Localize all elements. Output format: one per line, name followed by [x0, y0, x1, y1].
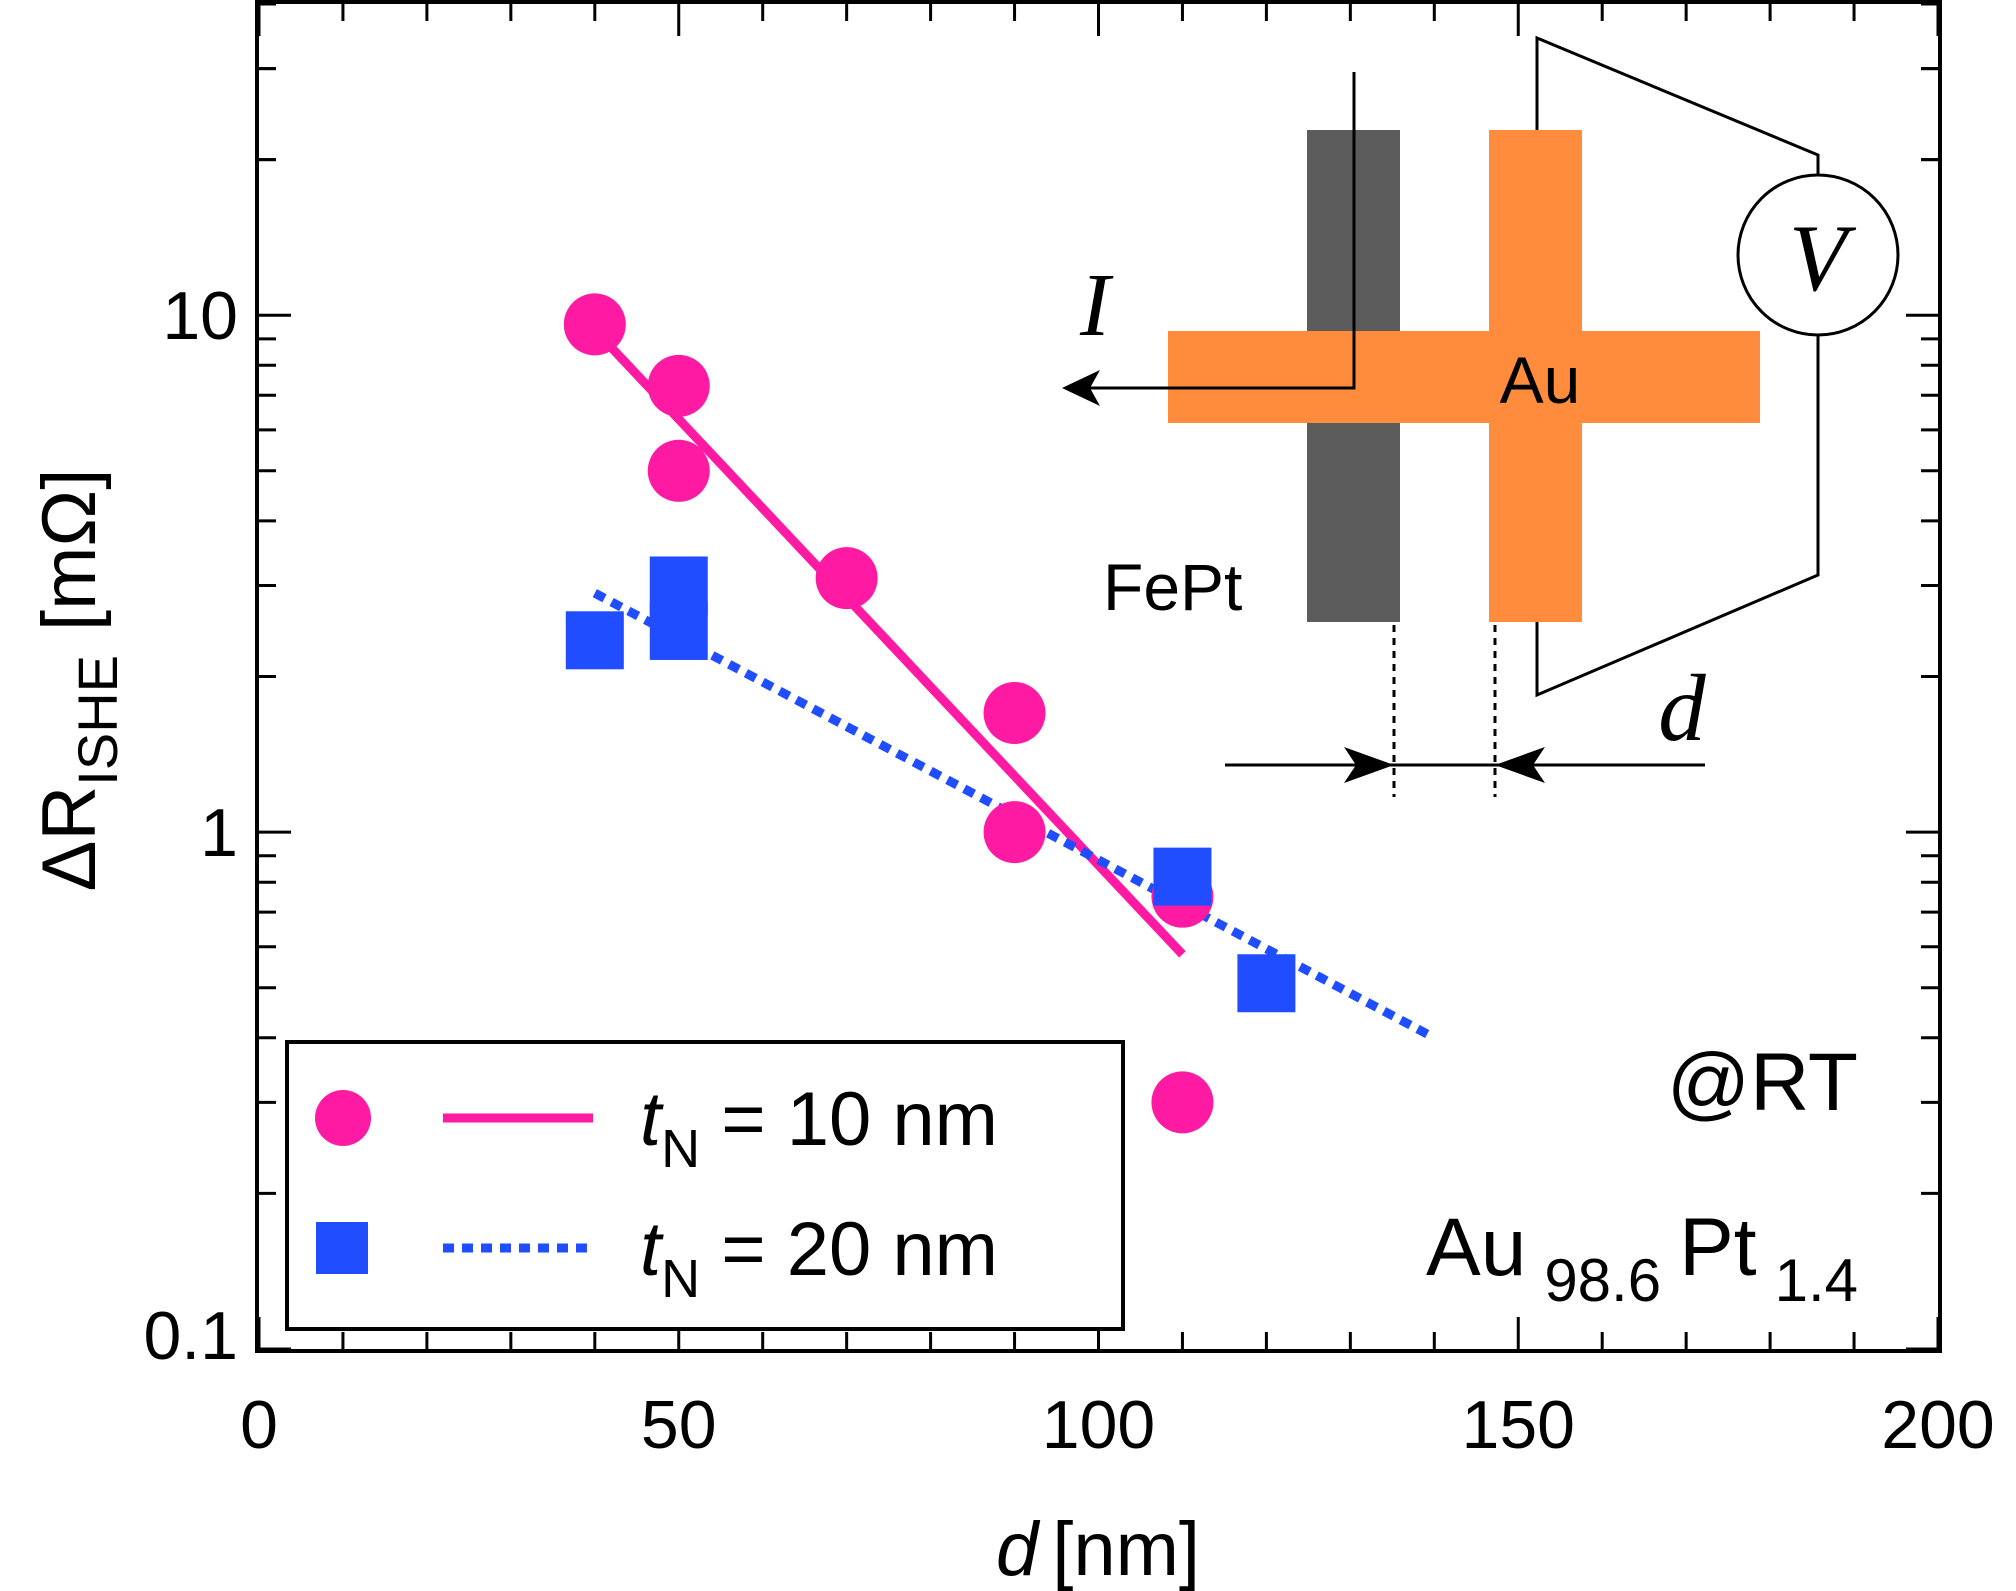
y-tick-label: 0.1 — [143, 1298, 238, 1374]
data-points — [563, 293, 1296, 1134]
legend-marker-square — [316, 1222, 368, 1274]
voltmeter-wire — [1535, 35, 1820, 698]
axis-ticks — [257, 2, 1940, 1351]
x-axis-title: d [nm] — [996, 1507, 1200, 1591]
alloy-sub-1: 98.6 — [1544, 1247, 1661, 1314]
data-point-circle — [563, 293, 626, 356]
alloy-element-1: Au — [1426, 1202, 1526, 1293]
x-tick-label: 150 — [1462, 1387, 1575, 1463]
arrow-left-icon — [1062, 370, 1100, 406]
legend-label-10nm: tN = 10 nm — [640, 1077, 998, 1179]
legend: tN = 10 nm tN = 20 nm — [285, 1040, 1125, 1331]
alloy-sub-2: 1.4 — [1775, 1247, 1858, 1314]
tick-labels: 0 50 100 150 200 0.1 1 10 — [143, 278, 1994, 1463]
data-point-circle — [983, 681, 1046, 744]
arrow-left-icon — [1495, 747, 1545, 783]
data-point-circle — [647, 439, 710, 502]
legend-box — [285, 1040, 1125, 1331]
x-tick-label: 200 — [1881, 1387, 1994, 1463]
data-point-circle — [1151, 1071, 1214, 1134]
plot-frame — [255, 0, 1942, 1353]
legend-marker-circle — [315, 1090, 371, 1146]
data-point-square — [565, 611, 624, 670]
data-point-circle — [983, 801, 1046, 864]
device-schematic: Au FePt I V d — [1062, 35, 1900, 797]
y-tick-label: 10 — [162, 278, 238, 354]
current-label: I — [1079, 256, 1114, 355]
temperature-annotation: @RT — [1667, 1037, 1858, 1128]
y-tick-label: 1 — [200, 795, 238, 871]
current-wire — [1070, 72, 1356, 390]
voltmeter-label: V — [1789, 205, 1857, 311]
alloy-annotation: Au 98.6 Pt 1.4 — [1426, 1202, 1858, 1314]
voltmeter-icon — [1736, 173, 1900, 337]
alloy-element-2: Pt — [1679, 1202, 1757, 1293]
data-point-circle — [815, 547, 878, 610]
x-tick-label: 0 — [240, 1387, 278, 1463]
au-wire-horizontal — [1168, 331, 1760, 423]
x-tick-label: 100 — [1042, 1387, 1155, 1463]
data-point-square — [1153, 847, 1212, 906]
fept-label: FePt — [1103, 550, 1242, 624]
x-tick-label: 50 — [641, 1387, 717, 1463]
au-label: Au — [1500, 343, 1581, 417]
legend-label-20nm: tN = 20 nm — [640, 1207, 998, 1309]
data-point-circle — [647, 354, 710, 417]
arrow-right-icon — [1344, 747, 1394, 783]
distance-label: d — [1658, 655, 1706, 761]
data-point-square — [649, 601, 708, 660]
y-axis-title: ΔRISHE[mΩ] — [27, 469, 129, 892]
data-point-square — [1237, 954, 1296, 1013]
